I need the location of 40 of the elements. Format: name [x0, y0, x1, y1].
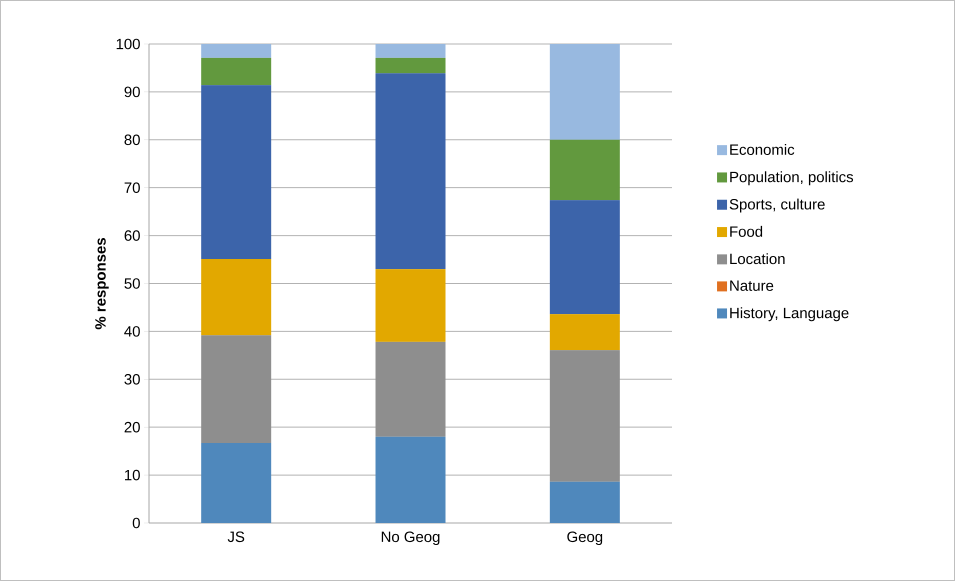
y-tick-label: 100 [116, 38, 140, 50]
legend-label: Location [730, 253, 785, 264]
y-tick-label: 30 [124, 374, 140, 385]
legend-label: Sports, culture [730, 198, 825, 213]
y-tick-label: 60 [124, 230, 140, 241]
y-axis-title: % responses [95, 238, 109, 330]
bar [550, 482, 620, 523]
bar [376, 44, 446, 58]
bar [550, 314, 620, 350]
y-tick-label: 70 [124, 182, 140, 193]
y-tick-label: 90 [124, 86, 140, 98]
y-tick-label: 50 [124, 278, 140, 289]
bar [201, 44, 272, 58]
legend-label: Nature [730, 280, 774, 291]
y-tick-label: 40 [124, 326, 140, 337]
bar [376, 436, 446, 523]
bar [201, 335, 272, 443]
bar [550, 350, 620, 482]
y-tick-label: 80 [124, 134, 140, 146]
bar [201, 442, 272, 523]
bar [201, 58, 272, 86]
y-tick-label: 10 [125, 470, 140, 480]
x-tick-label: No Geog [382, 532, 440, 546]
bar [550, 200, 620, 314]
legend-label: Population, politics [730, 171, 854, 186]
bar [376, 73, 446, 270]
x-tick-label: JS [228, 532, 244, 542]
bar [376, 58, 446, 74]
legend-label: Food [730, 226, 762, 237]
legend-label: Economic [730, 144, 794, 155]
y-tick-label: 20 [124, 422, 140, 432]
bar [201, 259, 272, 336]
y-tick-label: 0 [132, 518, 140, 528]
x-tick-label: Geog [567, 532, 602, 546]
bar [550, 140, 620, 200]
legend-label: History, Language [730, 307, 849, 322]
bar [376, 269, 446, 342]
bar [201, 85, 272, 260]
bar [376, 342, 446, 437]
bar [550, 44, 620, 140]
